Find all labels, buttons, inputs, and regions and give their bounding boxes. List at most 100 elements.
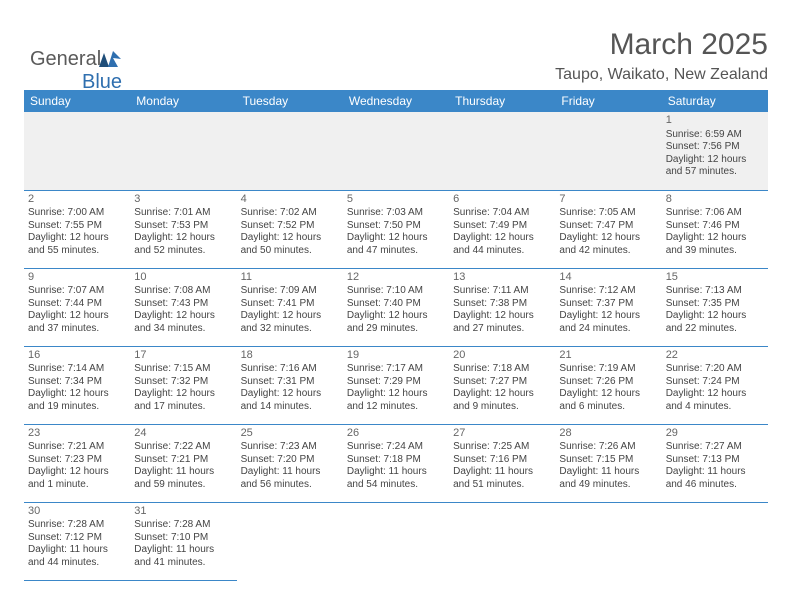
day-number: 12 — [347, 271, 445, 285]
calendar-cell: 2Sunrise: 7:00 AMSunset: 7:55 PMDaylight… — [24, 190, 130, 268]
day-number: 31 — [134, 505, 232, 519]
daylight-text: Daylight: 12 hours and 12 minutes. — [347, 388, 445, 413]
sunrise-text: Sunrise: 7:13 AM — [666, 285, 764, 298]
calendar-cell: 5Sunrise: 7:03 AMSunset: 7:50 PMDaylight… — [343, 190, 449, 268]
calendar-cell — [449, 502, 555, 580]
sunset-text: Sunset: 7:23 PM — [28, 454, 126, 467]
sunset-text: Sunset: 7:44 PM — [28, 298, 126, 311]
sunset-text: Sunset: 7:50 PM — [347, 220, 445, 233]
sunrise-text: Sunrise: 7:28 AM — [134, 519, 232, 532]
calendar-cell — [449, 112, 555, 190]
sunset-text: Sunset: 7:16 PM — [453, 454, 551, 467]
calendar-cell: 3Sunrise: 7:01 AMSunset: 7:53 PMDaylight… — [130, 190, 236, 268]
sunrise-text: Sunrise: 7:15 AM — [134, 363, 232, 376]
sunset-text: Sunset: 7:52 PM — [241, 220, 339, 233]
day-number: 26 — [347, 427, 445, 441]
daylight-text: Daylight: 12 hours and 32 minutes. — [241, 310, 339, 335]
sunrise-text: Sunrise: 7:03 AM — [347, 207, 445, 220]
sunrise-text: Sunrise: 7:09 AM — [241, 285, 339, 298]
sunset-text: Sunset: 7:55 PM — [28, 220, 126, 233]
sunrise-text: Sunrise: 7:24 AM — [347, 441, 445, 454]
sunset-text: Sunset: 7:26 PM — [559, 376, 657, 389]
day-header: Saturday — [662, 90, 768, 112]
sunset-text: Sunset: 7:27 PM — [453, 376, 551, 389]
day-number: 10 — [134, 271, 232, 285]
sunrise-text: Sunrise: 7:27 AM — [666, 441, 764, 454]
sunset-text: Sunset: 7:15 PM — [559, 454, 657, 467]
sunrise-text: Sunrise: 7:22 AM — [134, 441, 232, 454]
sunrise-text: Sunrise: 7:20 AM — [666, 363, 764, 376]
sunrise-text: Sunrise: 7:18 AM — [453, 363, 551, 376]
calendar-cell: 16Sunrise: 7:14 AMSunset: 7:34 PMDayligh… — [24, 346, 130, 424]
calendar-cell — [343, 502, 449, 580]
day-number: 5 — [347, 193, 445, 207]
calendar-cell — [130, 112, 236, 190]
day-number: 28 — [559, 427, 657, 441]
daylight-text: Daylight: 12 hours and 24 minutes. — [559, 310, 657, 335]
calendar-cell: 4Sunrise: 7:02 AMSunset: 7:52 PMDaylight… — [237, 190, 343, 268]
calendar-cell — [662, 502, 768, 580]
calendar-cell: 9Sunrise: 7:07 AMSunset: 7:44 PMDaylight… — [24, 268, 130, 346]
calendar-cell: 19Sunrise: 7:17 AMSunset: 7:29 PMDayligh… — [343, 346, 449, 424]
sunrise-text: Sunrise: 7:01 AM — [134, 207, 232, 220]
sunrise-text: Sunrise: 7:10 AM — [347, 285, 445, 298]
calendar-cell: 26Sunrise: 7:24 AMSunset: 7:18 PMDayligh… — [343, 424, 449, 502]
calendar-cell: 22Sunrise: 7:20 AMSunset: 7:24 PMDayligh… — [662, 346, 768, 424]
page-subtitle: Taupo, Waikato, New Zealand — [24, 66, 768, 84]
calendar-cell: 11Sunrise: 7:09 AMSunset: 7:41 PMDayligh… — [237, 268, 343, 346]
calendar-cell: 20Sunrise: 7:18 AMSunset: 7:27 PMDayligh… — [449, 346, 555, 424]
daylight-text: Daylight: 12 hours and 37 minutes. — [28, 310, 126, 335]
day-number: 8 — [666, 193, 764, 207]
calendar-cell: 15Sunrise: 7:13 AMSunset: 7:35 PMDayligh… — [662, 268, 768, 346]
daylight-text: Daylight: 12 hours and 39 minutes. — [666, 232, 764, 257]
calendar-cell: 18Sunrise: 7:16 AMSunset: 7:31 PMDayligh… — [237, 346, 343, 424]
daylight-text: Daylight: 12 hours and 22 minutes. — [666, 310, 764, 335]
daylight-text: Daylight: 11 hours and 51 minutes. — [453, 466, 551, 491]
sunrise-text: Sunrise: 7:14 AM — [28, 363, 126, 376]
day-number: 14 — [559, 271, 657, 285]
sunrise-text: Sunrise: 7:17 AM — [347, 363, 445, 376]
daylight-text: Daylight: 12 hours and 29 minutes. — [347, 310, 445, 335]
daylight-text: Daylight: 12 hours and 55 minutes. — [28, 232, 126, 257]
day-header: Friday — [555, 90, 661, 112]
calendar-cell: 21Sunrise: 7:19 AMSunset: 7:26 PMDayligh… — [555, 346, 661, 424]
sunrise-text: Sunrise: 7:12 AM — [559, 285, 657, 298]
calendar-cell: 1Sunrise: 6:59 AMSunset: 7:56 PMDaylight… — [662, 112, 768, 190]
calendar-cell: 17Sunrise: 7:15 AMSunset: 7:32 PMDayligh… — [130, 346, 236, 424]
day-number: 2 — [28, 193, 126, 207]
daylight-text: Daylight: 12 hours and 17 minutes. — [134, 388, 232, 413]
day-number: 17 — [134, 349, 232, 363]
sunset-text: Sunset: 7:20 PM — [241, 454, 339, 467]
calendar-cell: 12Sunrise: 7:10 AMSunset: 7:40 PMDayligh… — [343, 268, 449, 346]
sunrise-text: Sunrise: 7:11 AM — [453, 285, 551, 298]
calendar-table: SundayMondayTuesdayWednesdayThursdayFrid… — [24, 90, 768, 581]
sunset-text: Sunset: 7:47 PM — [559, 220, 657, 233]
sunset-text: Sunset: 7:41 PM — [241, 298, 339, 311]
day-number: 30 — [28, 505, 126, 519]
sunset-text: Sunset: 7:10 PM — [134, 532, 232, 545]
day-header: Monday — [130, 90, 236, 112]
sunset-text: Sunset: 7:18 PM — [347, 454, 445, 467]
daylight-text: Daylight: 12 hours and 50 minutes. — [241, 232, 339, 257]
calendar-cell — [343, 112, 449, 190]
day-number: 9 — [28, 271, 126, 285]
calendar-cell: 29Sunrise: 7:27 AMSunset: 7:13 PMDayligh… — [662, 424, 768, 502]
calendar-cell: 10Sunrise: 7:08 AMSunset: 7:43 PMDayligh… — [130, 268, 236, 346]
daylight-text: Daylight: 12 hours and 19 minutes. — [28, 388, 126, 413]
calendar-cell: 14Sunrise: 7:12 AMSunset: 7:37 PMDayligh… — [555, 268, 661, 346]
sunset-text: Sunset: 7:46 PM — [666, 220, 764, 233]
sunrise-text: Sunrise: 7:25 AM — [453, 441, 551, 454]
daylight-text: Daylight: 12 hours and 27 minutes. — [453, 310, 551, 335]
sunrise-text: Sunrise: 7:08 AM — [134, 285, 232, 298]
sunset-text: Sunset: 7:43 PM — [134, 298, 232, 311]
sunset-text: Sunset: 7:21 PM — [134, 454, 232, 467]
daylight-text: Daylight: 12 hours and 57 minutes. — [666, 154, 764, 179]
sunrise-text: Sunrise: 7:19 AM — [559, 363, 657, 376]
day-number: 1 — [666, 114, 764, 128]
sunset-text: Sunset: 7:38 PM — [453, 298, 551, 311]
sunrise-text: Sunrise: 7:04 AM — [453, 207, 551, 220]
sunrise-text: Sunrise: 7:23 AM — [241, 441, 339, 454]
daylight-text: Daylight: 12 hours and 44 minutes. — [453, 232, 551, 257]
sunrise-text: Sunrise: 7:05 AM — [559, 207, 657, 220]
sunset-text: Sunset: 7:13 PM — [666, 454, 764, 467]
